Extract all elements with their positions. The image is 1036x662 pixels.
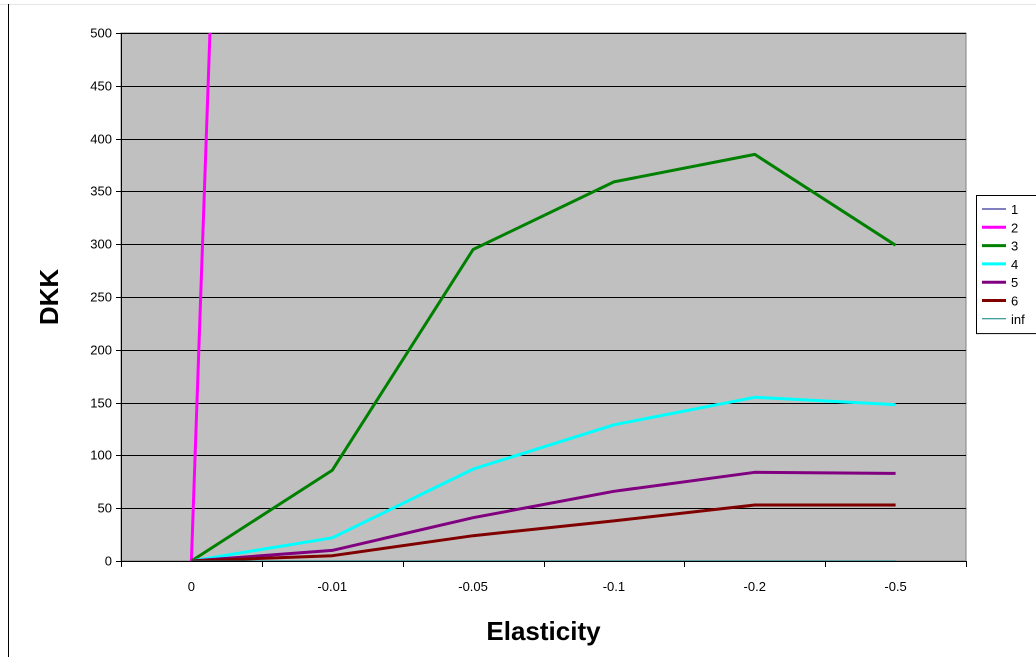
legend-label: inf: [1011, 312, 1025, 327]
legend-label: 6: [1011, 294, 1018, 309]
y-tick-label: 300: [90, 237, 112, 252]
y-tick-label: 100: [90, 448, 112, 463]
y-tick-label: 200: [90, 343, 112, 358]
chart-frame-left: [8, 4, 9, 657]
y-tick-label: 500: [90, 26, 112, 41]
y-tick-label: 0: [105, 554, 112, 569]
x-tick-label: -0.01: [317, 579, 347, 594]
y-tick-label: 250: [90, 290, 112, 305]
x-tick-label: 0: [188, 579, 195, 594]
legend-label: 3: [1011, 239, 1018, 254]
x-tick-label: -0.2: [744, 579, 766, 594]
y-axis-title: DKK: [34, 269, 64, 326]
x-tick-label: -0.05: [458, 579, 488, 594]
y-tick-label: 350: [90, 184, 112, 199]
y-tick-label: 50: [98, 501, 112, 516]
legend: 1 2 3 4 5 6 inf: [977, 196, 1036, 334]
legend-label: 5: [1011, 275, 1018, 290]
y-tick-label: 450: [90, 79, 112, 94]
x-axis-title: Elasticity: [486, 616, 601, 646]
chart-frame-top: [0, 4, 1036, 5]
x-tick-label: -0.1: [603, 579, 625, 594]
y-tick-label: 150: [90, 396, 112, 411]
legend-label: 2: [1011, 220, 1018, 235]
legend-label: 4: [1011, 257, 1018, 272]
legend-label: 1: [1011, 202, 1018, 217]
x-tick-label: -0.5: [884, 579, 906, 594]
y-tick-label: 400: [90, 132, 112, 147]
